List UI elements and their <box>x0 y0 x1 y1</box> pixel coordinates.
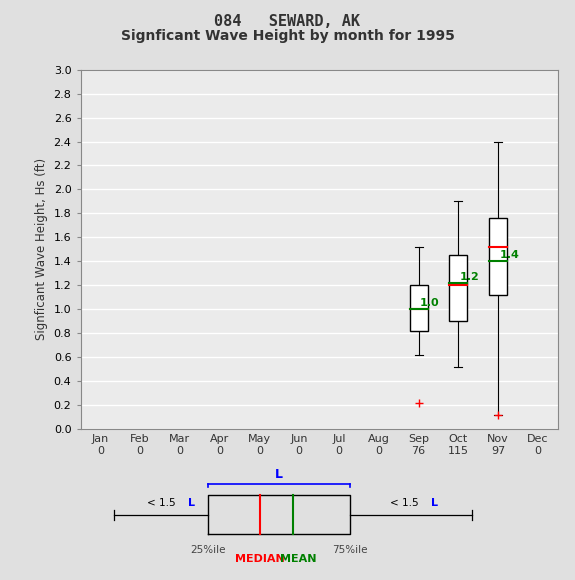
Y-axis label: Signficant Wave Height, Hs (ft): Signficant Wave Height, Hs (ft) <box>35 158 48 340</box>
Text: MEAN: MEAN <box>279 554 316 564</box>
Text: MEDIAN: MEDIAN <box>235 554 285 564</box>
Text: 25%ile: 25%ile <box>191 545 226 555</box>
Text: 1.0: 1.0 <box>420 298 439 308</box>
Text: L: L <box>431 498 438 508</box>
Text: L: L <box>189 498 196 508</box>
Text: 1.2: 1.2 <box>459 272 480 282</box>
Text: Signficant Wave Height by month for 1995: Signficant Wave Height by month for 1995 <box>121 29 454 43</box>
Bar <box>409 285 427 331</box>
Text: < 1.5: < 1.5 <box>390 498 419 508</box>
Bar <box>450 255 467 321</box>
Text: 75%ile: 75%ile <box>332 545 367 555</box>
Text: < 1.5: < 1.5 <box>147 498 175 508</box>
Bar <box>489 218 507 295</box>
Text: 1.4: 1.4 <box>499 250 519 260</box>
Text: 084   SEWARD, AK: 084 SEWARD, AK <box>214 14 361 30</box>
Text: L: L <box>275 469 283 481</box>
